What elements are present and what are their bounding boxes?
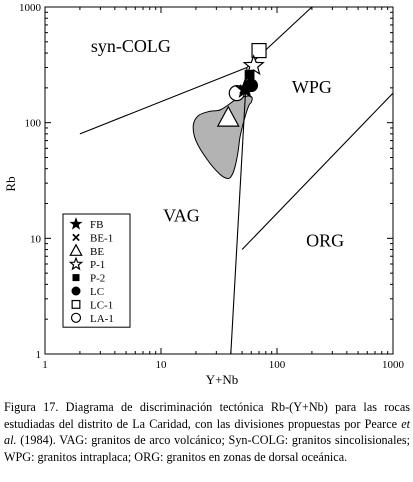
legend-label-lc-1: LC-1	[90, 299, 113, 311]
y-tick-label: 1	[36, 349, 42, 361]
legend-marker-be-1	[72, 233, 80, 242]
field-label-vag: VAG	[163, 205, 200, 225]
boundary-line-1	[79, 66, 248, 135]
legend-marker-p-1	[68, 256, 84, 271]
boundary-line-4	[241, 92, 394, 250]
x-tick-label: 1000	[382, 359, 405, 371]
y-tick-label: 10	[30, 233, 42, 245]
x-tick-label: 100	[269, 359, 286, 371]
legend-label-p-2: P-2	[90, 273, 105, 285]
x-axis-label: Y+Nb	[206, 372, 239, 387]
shaded-field-layer	[192, 95, 253, 180]
legend-label-be: BE	[90, 246, 104, 258]
point-be	[216, 105, 240, 127]
field-labels: syn-COLG WPG VAG ORG	[91, 36, 344, 251]
field-boundaries	[79, 6, 394, 355]
legend-marker-lc	[71, 286, 81, 296]
plot-frame	[44, 6, 394, 355]
legend-marker-be	[69, 243, 83, 256]
shaded-field	[192, 95, 253, 180]
caption-text-1: Figura 17. Diagrama de discriminación te…	[4, 400, 410, 431]
point-be-1	[239, 84, 249, 94]
legend-marker-p-2	[72, 274, 80, 282]
y-axis-label: Rb	[3, 176, 18, 191]
x-tick-label: 10	[156, 359, 168, 371]
legend-marker-lc-1	[71, 299, 81, 309]
legend-marker-fb	[69, 217, 83, 230]
point-p-2	[244, 69, 255, 80]
plot-border	[44, 6, 394, 355]
legend-label-la-1: LA-1	[90, 313, 114, 325]
x-tick-label: 1	[42, 359, 48, 371]
field-label-org: ORG	[306, 230, 344, 250]
y-tick-label: 1000	[19, 2, 42, 14]
axis-ticks: 1 10 100 1000 1 10 100 1000	[19, 2, 405, 371]
legend-marker-la-1	[70, 312, 82, 323]
data-points	[216, 42, 267, 127]
caption-text-2: (1984). VAG: granitos de arco volcánico;…	[4, 433, 410, 464]
boundary-line-3	[230, 67, 248, 355]
legend-label-lc: LC	[90, 286, 104, 298]
legend-label-p-1: P-1	[90, 259, 105, 271]
caption-italic: et al.	[4, 416, 410, 448]
y-tick-label: 100	[25, 118, 42, 130]
field-label-syn-colg: syn-COLG	[91, 36, 171, 56]
legend-label-be-1: BE-1	[90, 232, 113, 244]
legend-label-fb: FB	[90, 219, 103, 231]
boundary-line-2	[246, 6, 313, 68]
discrimination-chart: 1 10 100 1000 1 10 100 1000 syn-COLG WPG VAG ORG F…	[3, 2, 405, 387]
field-label-wpg: WPG	[292, 77, 332, 97]
point-lc-1	[251, 42, 267, 59]
figure-caption: Figura 17. Diagrama de discriminación te…	[4, 399, 410, 465]
